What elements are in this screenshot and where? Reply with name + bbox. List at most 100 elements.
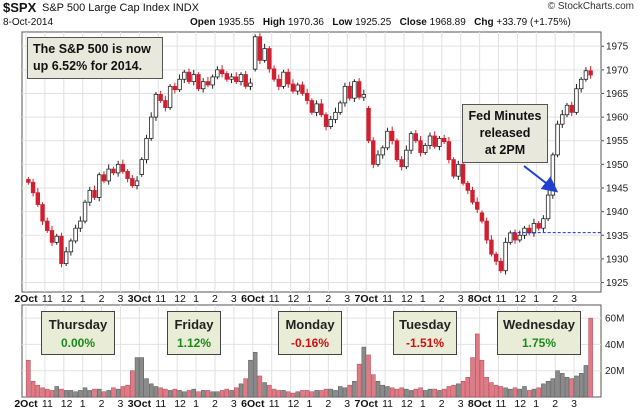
day-box-friday: Friday 1.12% <box>167 311 221 355</box>
x-tick-label: 2Oct <box>14 293 38 305</box>
x-tick-label-bottom: 1 <box>193 398 199 410</box>
x-tick-label-bottom: 2 <box>99 398 105 410</box>
candle-body <box>531 223 537 234</box>
fed-note-line-1: Fed Minutes <box>468 109 542 123</box>
candle-body <box>35 192 41 205</box>
day-change: 1.12% <box>176 336 212 350</box>
volume-bar <box>427 388 433 398</box>
volume-bar <box>413 388 419 398</box>
candle-body <box>224 73 230 80</box>
price-tick-label: 1950 <box>606 160 629 171</box>
candle-body <box>423 145 428 153</box>
candle-body <box>49 230 55 243</box>
candle-body <box>243 74 248 87</box>
volume-bar <box>574 375 579 398</box>
candle-body <box>134 180 140 187</box>
x-tick-label: 12 <box>61 293 73 305</box>
ohlc-readout: Open 1935.55 High 1970.36 Low 1925.25 Cl… <box>190 17 571 28</box>
candle-body <box>361 94 367 98</box>
candle-body <box>569 104 574 113</box>
volume-bar <box>248 359 253 398</box>
volume-bar <box>512 387 518 398</box>
candle-body <box>177 78 182 91</box>
open-value: 1935.55 <box>218 17 255 28</box>
day-box-wednesday: Wednesday 1.75% <box>497 311 581 355</box>
candle-body <box>26 179 31 183</box>
x-tick-label-bottom: 3 <box>231 398 237 410</box>
x-axis: 2Oct2Oct111112121122333Oct3Oct1111121211… <box>14 293 577 410</box>
volume-bar <box>319 390 324 398</box>
candle-body <box>328 119 333 127</box>
candle-body <box>73 227 78 242</box>
x-tick-label-bottom: 3 <box>344 398 350 410</box>
candle-body <box>574 88 579 113</box>
x-tick-label: 2 <box>439 293 445 305</box>
day-box-thursday: Thursday 0.00% <box>41 311 115 355</box>
candle-body <box>323 114 329 127</box>
volume-bar <box>569 378 574 398</box>
volume-bar <box>337 386 343 398</box>
x-tick-label-bottom: 12 <box>514 398 526 410</box>
volume-bar <box>583 365 589 398</box>
volume-bar <box>408 390 414 398</box>
volume-bar <box>49 390 55 398</box>
volume-bar <box>385 386 390 398</box>
x-tick-label: 3 <box>118 293 124 305</box>
x-tick-label-bottom: 7Oct <box>355 398 379 410</box>
x-tick-label-bottom: 11 <box>155 398 166 410</box>
index-name: S&P 500 Large Cap Index <box>42 2 170 14</box>
volume-bar <box>267 384 272 398</box>
volume-bar <box>432 388 437 398</box>
day-name: Monday <box>285 317 335 332</box>
x-tick-label-bottom: 1 <box>80 398 86 410</box>
candle-body <box>248 82 253 87</box>
volume-bar <box>399 387 404 398</box>
volume-bar <box>210 391 215 398</box>
x-tick-label-bottom: 3 <box>571 398 577 410</box>
exchange-label: INDX <box>172 2 199 14</box>
volume-bar <box>97 388 102 398</box>
volume-bar <box>456 383 461 398</box>
volume-bar <box>366 354 371 398</box>
x-tick-label: 3 <box>458 293 464 305</box>
fed-note-line-2: released <box>479 126 531 140</box>
volume-bar <box>158 387 163 398</box>
volume-bar <box>588 317 593 398</box>
chart-name: S&P 500 Large Cap Index INDX <box>42 2 199 14</box>
volume-bar <box>45 388 50 398</box>
ytd-note: The S&P 500 is now up 6.52% for 2014. <box>27 37 163 79</box>
volume-bar <box>238 383 244 398</box>
candle-body <box>234 76 239 83</box>
x-tick-label-bottom: 11 <box>382 398 393 410</box>
volume-bar <box>63 390 69 398</box>
candle-body <box>451 159 456 177</box>
candle-body <box>314 103 319 113</box>
volume-bar <box>498 386 504 398</box>
candle-body <box>111 168 116 174</box>
volume-bar <box>182 391 187 398</box>
x-tick-label: 6Oct <box>241 293 265 305</box>
candle-body <box>82 201 88 222</box>
candle-body <box>130 178 135 187</box>
price-tick-label: 1965 <box>606 89 629 100</box>
watermark: © StockCharts.com <box>547 1 634 12</box>
volume-bar <box>309 391 315 398</box>
volume-bar <box>271 388 277 398</box>
candle-body <box>413 133 419 142</box>
x-tick-label-bottom: 8Oct <box>468 398 492 410</box>
candle-body <box>304 93 310 101</box>
volume-bar <box>286 391 291 398</box>
x-tick-label: 12 <box>514 293 526 305</box>
candle-body <box>238 74 244 83</box>
close-value: 1968.89 <box>429 17 466 28</box>
volume-bar <box>441 388 447 398</box>
x-tick-label: 12 <box>401 293 413 305</box>
volume-bar <box>470 357 475 398</box>
x-tick-label: 12 <box>288 293 300 305</box>
candle-body <box>470 189 475 203</box>
price-tick-label: 1975 <box>606 42 629 53</box>
x-tick-label-bottom: 2 <box>212 398 218 410</box>
fed-note: Fed Minutes released at 2PM <box>462 104 548 163</box>
volume-bar <box>479 359 485 398</box>
candle-body <box>578 78 584 90</box>
